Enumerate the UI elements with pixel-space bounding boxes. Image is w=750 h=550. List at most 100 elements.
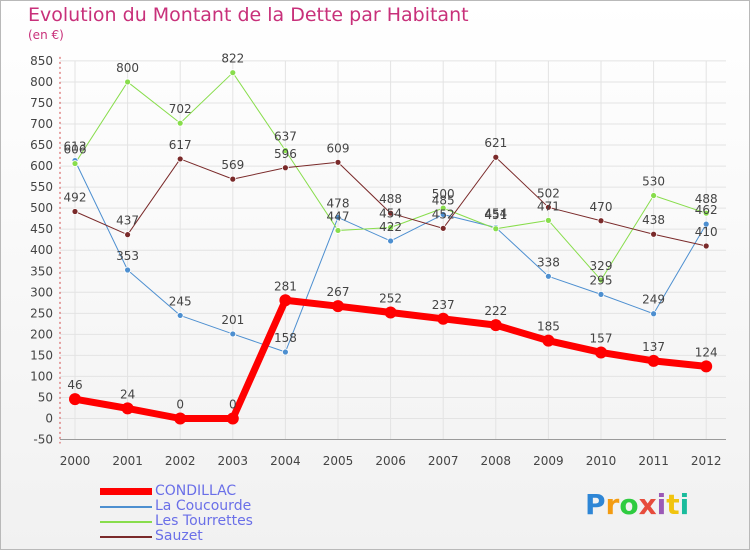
data-label: 488 — [695, 192, 718, 206]
data-label: 24 — [120, 387, 135, 401]
data-point — [387, 224, 395, 231]
data-label: 338 — [537, 255, 560, 269]
data-point — [439, 224, 447, 232]
x-tick-label: 2005 — [323, 454, 354, 468]
data-label: 0 — [229, 398, 237, 412]
data-point — [492, 153, 500, 161]
logo-letter: i — [679, 488, 690, 521]
data-label: 353 — [116, 249, 139, 263]
data-label: 438 — [642, 213, 665, 227]
data-label: 609 — [327, 141, 350, 155]
data-label: 185 — [537, 320, 560, 334]
data-label: 454 — [484, 207, 507, 221]
data-label: 267 — [327, 285, 350, 299]
data-label: 500 — [432, 187, 455, 201]
y-tick-label: 550 — [30, 180, 53, 194]
data-label: 329 — [590, 259, 613, 273]
y-tick-label: 850 — [30, 54, 53, 68]
data-point — [281, 164, 289, 172]
logo-letter: t — [666, 488, 680, 521]
x-tick-label: 2012 — [691, 454, 722, 468]
data-point — [281, 147, 289, 154]
data-label: 530 — [642, 175, 665, 189]
data-point — [702, 209, 710, 217]
data-label: 617 — [169, 138, 192, 152]
logo-letter: x — [638, 488, 657, 521]
data-point — [176, 312, 184, 319]
data-label: 478 — [327, 196, 350, 210]
data-point — [121, 402, 134, 415]
data-point — [647, 354, 660, 367]
data-point — [332, 300, 344, 313]
x-tick-label: 2008 — [481, 454, 512, 468]
x-tick-label: 2003 — [218, 454, 249, 468]
x-tick-label: 2001 — [112, 454, 143, 468]
data-point — [229, 175, 237, 183]
data-label: 281 — [274, 279, 297, 293]
data-label: 158 — [274, 331, 297, 345]
data-label: 621 — [484, 136, 507, 150]
chart-subtitle: (en €) — [28, 28, 64, 42]
data-point — [597, 276, 605, 284]
data-label: 437 — [116, 214, 139, 228]
data-label: 451 — [484, 208, 507, 222]
y-tick-label: 800 — [30, 75, 53, 89]
data-point — [650, 230, 657, 238]
data-label: 245 — [169, 294, 192, 308]
y-tick-label: 600 — [30, 159, 53, 173]
legend-item: Les Tourrettes — [100, 514, 253, 529]
data-point — [702, 220, 710, 228]
logo-letter: P — [585, 488, 606, 521]
legend-swatch — [100, 505, 152, 508]
legend-item: La Coucourde — [100, 499, 253, 514]
data-point — [124, 231, 131, 239]
data-label: 454 — [379, 207, 402, 221]
data-label: 222 — [484, 304, 507, 318]
data-label: 452 — [432, 207, 455, 221]
data-label: 492 — [64, 191, 87, 205]
y-tick-label: 100 — [30, 369, 53, 383]
data-point — [279, 294, 292, 307]
data-point — [124, 266, 131, 274]
data-point — [597, 217, 605, 225]
logo-letter: i — [656, 488, 667, 521]
data-label: 0 — [176, 398, 184, 412]
y-tick-label: 650 — [30, 138, 53, 152]
data-label: 471 — [537, 199, 560, 213]
x-tick-label: 2009 — [533, 454, 564, 468]
data-label: 447 — [327, 209, 350, 223]
data-label: 237 — [432, 298, 455, 312]
y-tick-label: 350 — [30, 264, 53, 278]
x-tick-label: 2011 — [638, 454, 669, 468]
data-point — [595, 346, 607, 359]
data-label: 422 — [379, 220, 402, 234]
data-point — [334, 227, 342, 234]
y-tick-label: 300 — [30, 285, 53, 299]
data-label: 157 — [590, 331, 613, 345]
legend-label: Les Tourrettes — [155, 513, 253, 529]
y-tick-label: -50 — [33, 433, 53, 447]
data-point — [489, 319, 502, 332]
y-tick-label: 250 — [30, 306, 53, 320]
data-label: 485 — [432, 193, 455, 207]
data-label: 252 — [379, 291, 402, 305]
data-point — [387, 237, 395, 245]
data-point — [124, 78, 131, 86]
x-tick-label: 2002 — [165, 454, 196, 468]
data-point — [174, 412, 187, 425]
data-point — [229, 330, 237, 338]
y-tick-label: 200 — [30, 327, 53, 341]
data-label: 569 — [221, 158, 244, 172]
data-point — [545, 272, 552, 280]
data-point — [542, 334, 555, 347]
logo-letter: o — [619, 488, 639, 521]
y-tick-label: 450 — [30, 222, 53, 236]
data-label: 462 — [695, 203, 718, 217]
data-label: 613 — [64, 140, 87, 154]
legend-label: CONDILLAC — [155, 483, 237, 499]
y-tick-label: 50 — [38, 390, 53, 404]
data-point — [492, 225, 500, 233]
series-points — [69, 69, 713, 425]
data-point — [176, 119, 184, 127]
